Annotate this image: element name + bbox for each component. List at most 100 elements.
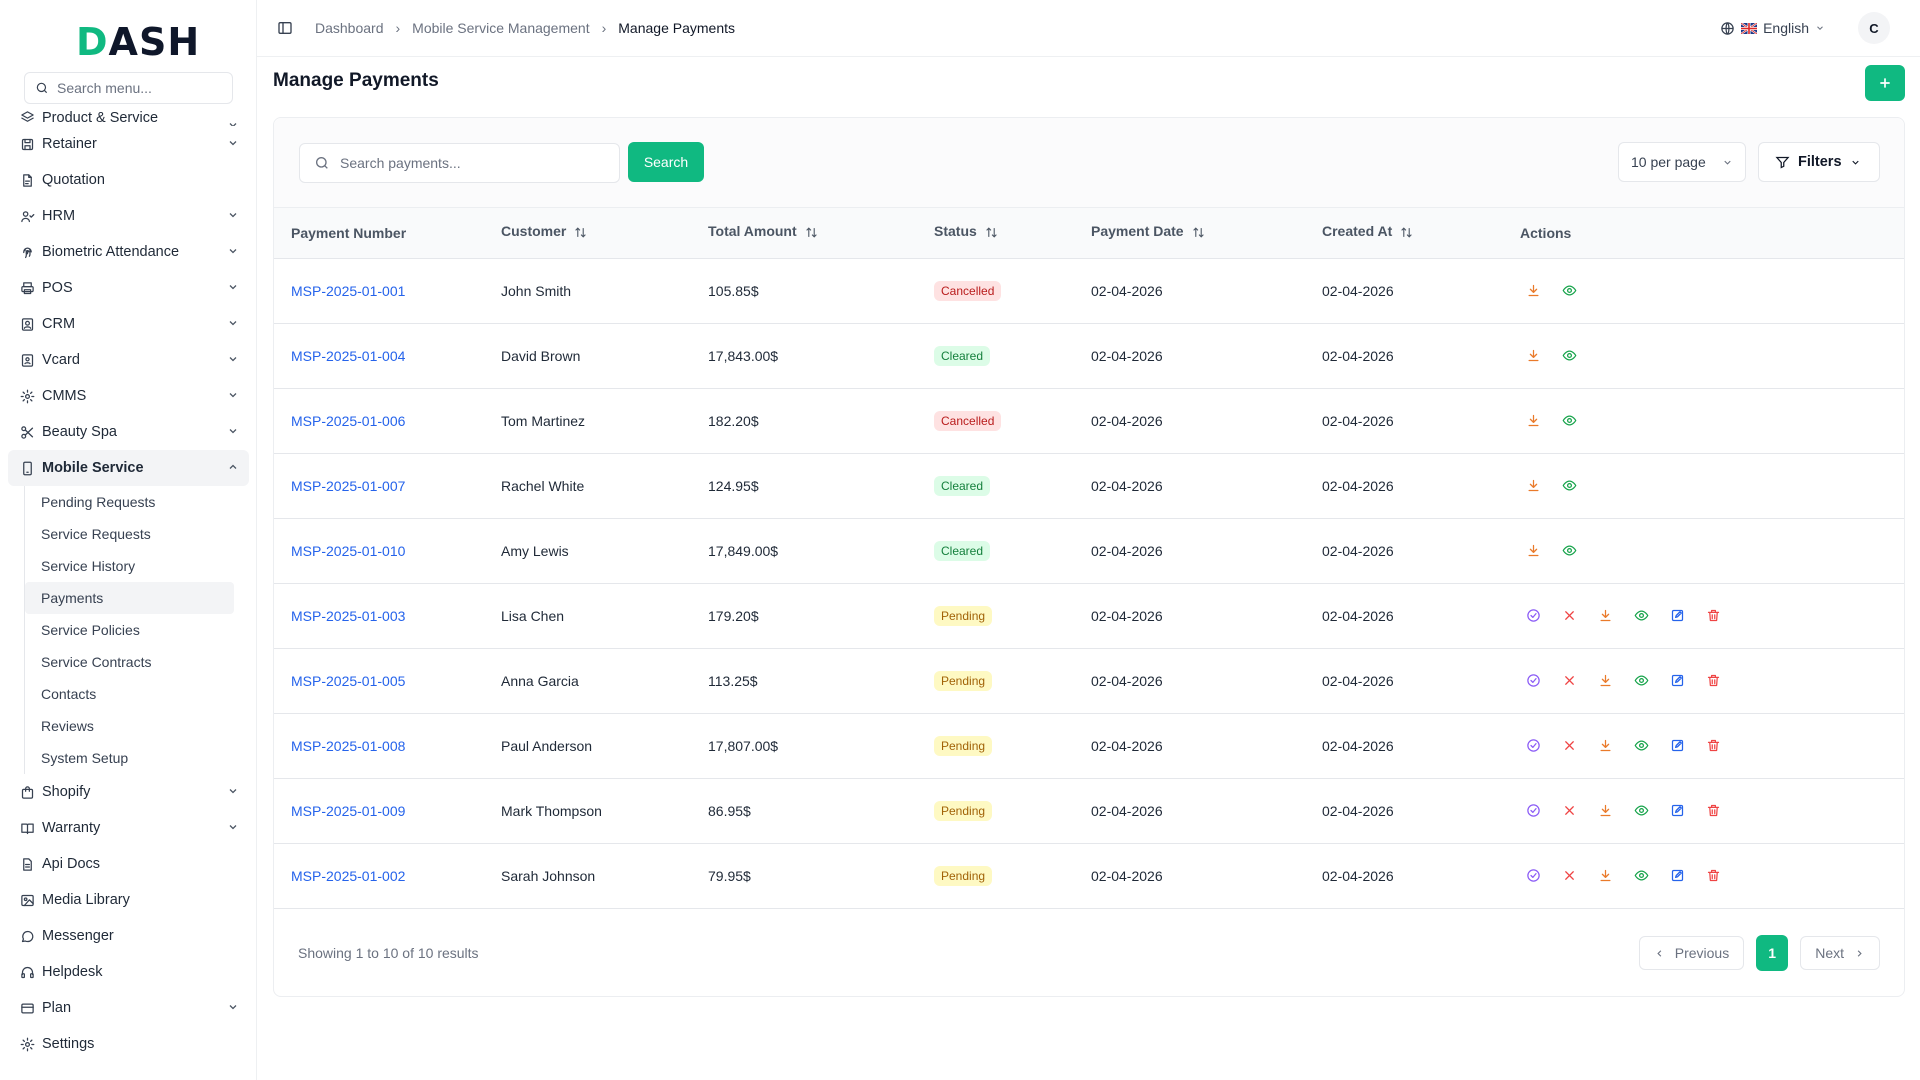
add-payment-button[interactable]	[1865, 65, 1905, 101]
view-button[interactable]	[1628, 864, 1664, 888]
payment-number-link[interactable]: MSP-2025-01-005	[291, 672, 406, 689]
sidebar-item-biometric-attendance[interactable]: Biometric Attendance	[8, 234, 249, 270]
view-button[interactable]	[1556, 474, 1592, 498]
download-button[interactable]	[1520, 409, 1556, 433]
download-button[interactable]	[1592, 864, 1628, 888]
submenu-item-payments[interactable]: Payments	[25, 582, 234, 614]
delete-button[interactable]	[1700, 734, 1736, 758]
sidebar-search[interactable]: Search menu...	[24, 72, 233, 104]
submenu-item-contacts[interactable]: Contacts	[41, 686, 97, 702]
reject-button[interactable]	[1556, 864, 1592, 888]
sidebar-item-crm[interactable]: CRM	[8, 306, 249, 342]
search-button[interactable]: Search	[628, 142, 704, 182]
download-button[interactable]	[1520, 539, 1556, 563]
delete-button[interactable]	[1700, 669, 1736, 693]
download-button[interactable]	[1592, 669, 1628, 693]
view-button[interactable]	[1556, 409, 1592, 433]
reject-button[interactable]	[1556, 799, 1592, 823]
view-button[interactable]	[1556, 344, 1592, 368]
previous-page-button[interactable]: Previous	[1638, 936, 1745, 970]
sidebar-item-helpdesk[interactable]: Helpdesk	[8, 954, 249, 990]
sort-icon[interactable]	[805, 226, 818, 242]
sidebar-item-quotation[interactable]: Quotation	[8, 162, 249, 198]
payment-number-link[interactable]: MSP-2025-01-009	[291, 802, 406, 819]
download-button[interactable]	[1592, 799, 1628, 823]
delete-button[interactable]	[1700, 864, 1736, 888]
sidebar-item-media-library[interactable]: Media Library	[8, 882, 249, 918]
user-avatar[interactable]: C	[1858, 12, 1890, 44]
sidebar-item-pos[interactable]: POS	[8, 270, 249, 306]
view-button[interactable]	[1556, 279, 1592, 303]
download-button[interactable]	[1592, 604, 1628, 628]
download-button[interactable]	[1520, 474, 1556, 498]
sidebar-item-messenger[interactable]: Messenger	[8, 918, 249, 954]
edit-button[interactable]	[1664, 734, 1700, 758]
approve-button[interactable]	[1520, 734, 1556, 758]
filters-button[interactable]: Filters	[1758, 142, 1880, 182]
view-button[interactable]	[1628, 669, 1664, 693]
per-page-select[interactable]: 10 per page	[1618, 142, 1746, 182]
page-number-button[interactable]: 1	[1756, 935, 1789, 971]
sort-icon[interactable]	[1192, 226, 1205, 242]
next-page-button[interactable]: Next	[1800, 936, 1880, 970]
payment-number-link[interactable]: MSP-2025-01-004	[291, 347, 406, 364]
edit-button[interactable]	[1664, 799, 1700, 823]
download-button[interactable]	[1592, 734, 1628, 758]
sidebar-item-product-service[interactable]: Product & Service	[8, 108, 249, 126]
sidebar-item-retainer[interactable]: Retainer	[8, 126, 249, 162]
sort-icon[interactable]	[1400, 226, 1413, 242]
edit-button[interactable]	[1664, 864, 1700, 888]
payment-number-link[interactable]: MSP-2025-01-010	[291, 542, 406, 559]
submenu-item-service-history[interactable]: Service History	[41, 558, 136, 574]
column-header-total-amount[interactable]: Total Amount	[708, 208, 934, 259]
edit-button[interactable]	[1664, 669, 1700, 693]
sidebar-item-api-docs[interactable]: Api Docs	[8, 846, 249, 882]
sidebar-item-cmms[interactable]: CMMS	[8, 378, 249, 414]
column-header-status[interactable]: Status	[934, 208, 1091, 259]
submenu-item-service-policies[interactable]: Service Policies	[41, 622, 140, 638]
reject-button[interactable]	[1556, 604, 1592, 628]
submenu-item-system-setup[interactable]: System Setup	[41, 750, 129, 766]
edit-button[interactable]	[1664, 604, 1700, 628]
delete-button[interactable]	[1700, 799, 1736, 823]
sidebar-toggle-button[interactable]	[275, 18, 295, 38]
sidebar-item-warranty[interactable]: Warranty	[8, 810, 249, 846]
language-selector[interactable]: English	[1720, 20, 1825, 36]
payment-number-link[interactable]: MSP-2025-01-008	[291, 737, 406, 754]
submenu-item-service-contracts[interactable]: Service Contracts	[41, 654, 152, 670]
view-button[interactable]	[1628, 604, 1664, 628]
payment-number-link[interactable]: MSP-2025-01-001	[291, 282, 406, 299]
approve-button[interactable]	[1520, 604, 1556, 628]
app-logo[interactable]: DASH	[76, 20, 201, 64]
sidebar-item-hrm[interactable]: HRM	[8, 198, 249, 234]
reject-button[interactable]	[1556, 669, 1592, 693]
sidebar-item-plan[interactable]: Plan	[8, 990, 249, 1026]
submenu-item-pending-requests[interactable]: Pending Requests	[41, 494, 156, 510]
sidebar-item-mobile-service[interactable]: Mobile Service	[8, 450, 249, 486]
sidebar-item-shopify[interactable]: Shopify	[8, 774, 249, 810]
sort-icon[interactable]	[985, 226, 998, 242]
view-button[interactable]	[1628, 799, 1664, 823]
sidebar-item-beauty-spa[interactable]: Beauty Spa	[8, 414, 249, 450]
approve-button[interactable]	[1520, 799, 1556, 823]
approve-button[interactable]	[1520, 864, 1556, 888]
download-button[interactable]	[1520, 344, 1556, 368]
sidebar-item-vcard[interactable]: Vcard	[8, 342, 249, 378]
approve-button[interactable]	[1520, 669, 1556, 693]
payment-number-link[interactable]: MSP-2025-01-002	[291, 867, 406, 884]
breadcrumb-dashboard[interactable]: Dashboard	[315, 20, 384, 36]
payment-number-link[interactable]: MSP-2025-01-007	[291, 477, 406, 494]
payment-number-link[interactable]: MSP-2025-01-003	[291, 607, 406, 624]
payments-search-input[interactable]	[340, 155, 600, 171]
delete-button[interactable]	[1700, 604, 1736, 628]
sort-icon[interactable]	[574, 226, 587, 242]
column-header-payment-date[interactable]: Payment Date	[1091, 208, 1322, 259]
reject-button[interactable]	[1556, 734, 1592, 758]
column-header-created-at[interactable]: Created At	[1322, 208, 1520, 259]
breadcrumb-mobile-service[interactable]: Mobile Service Management	[412, 20, 590, 36]
payment-number-link[interactable]: MSP-2025-01-006	[291, 412, 406, 429]
sidebar-item-settings[interactable]: Settings	[8, 1026, 249, 1062]
column-header-customer[interactable]: Customer	[501, 208, 708, 259]
view-button[interactable]	[1556, 539, 1592, 563]
submenu-item-service-requests[interactable]: Service Requests	[41, 526, 151, 542]
